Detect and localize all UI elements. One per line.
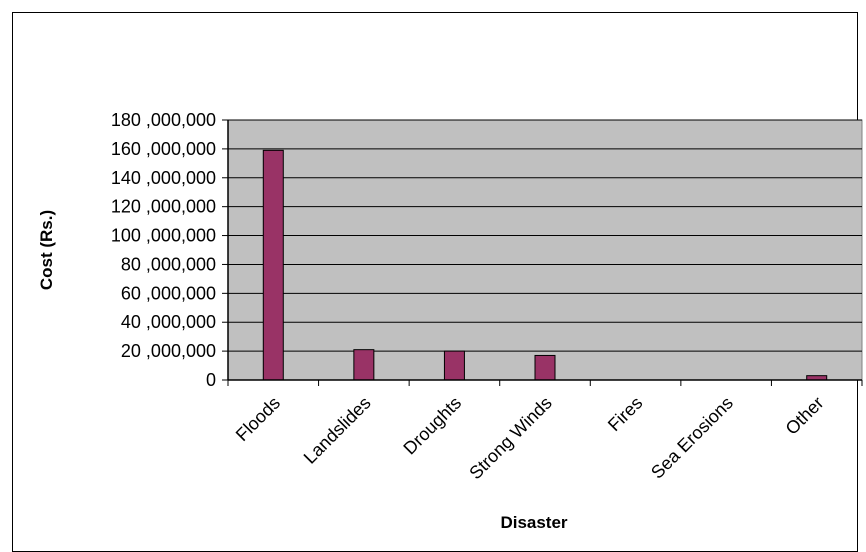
y-tick-label: 40 ,000,000: [121, 312, 216, 332]
x-tick-label: Fires: [604, 393, 646, 435]
bar-landslides: [353, 349, 375, 381]
x-tick-label: Landslides: [300, 393, 375, 468]
bar-chart: 0 20 ,000,000 40 ,000,000 60 ,000,000 80 ,00…: [37, 110, 863, 532]
x-tick-label: Other: [782, 393, 828, 439]
y-tick-label: 120 ,000,000: [111, 197, 216, 217]
x-axis-title: Disaster: [500, 513, 567, 532]
y-tick-label: 80 ,000,000: [121, 254, 216, 274]
x-tick-label: Droughts: [399, 393, 465, 459]
bar-droughts: [443, 350, 465, 381]
y-tick-label: 160 ,000,000: [111, 139, 216, 159]
y-axis-title: Cost (Rs.): [37, 210, 56, 290]
x-tick-label: Strong Winds: [465, 393, 556, 484]
bars: [262, 149, 828, 381]
plot-area: [227, 119, 863, 381]
y-axis-ticks: 0 20 ,000,000 40 ,000,000 60 ,000,000 80 ,00…: [111, 110, 228, 390]
bar-strong-winds: [534, 354, 556, 381]
gridlines: [228, 119, 862, 352]
y-tick-label: 180 ,000,000: [111, 110, 216, 130]
x-tick-label: Floods: [232, 393, 284, 445]
y-tick-label: 20 ,000,000: [121, 341, 216, 361]
y-tick-label: 0: [206, 370, 216, 390]
x-axis-ticks: Floods Landslides Droughts Strong Winds Fire…: [227, 380, 863, 484]
bar-floods: [262, 149, 284, 381]
y-tick-label: 100 ,000,000: [111, 226, 216, 246]
y-tick-label: 60 ,000,000: [121, 283, 216, 303]
x-tick-label: Sea Erosions: [647, 393, 737, 483]
y-tick-label: 140 ,000,000: [111, 168, 216, 188]
